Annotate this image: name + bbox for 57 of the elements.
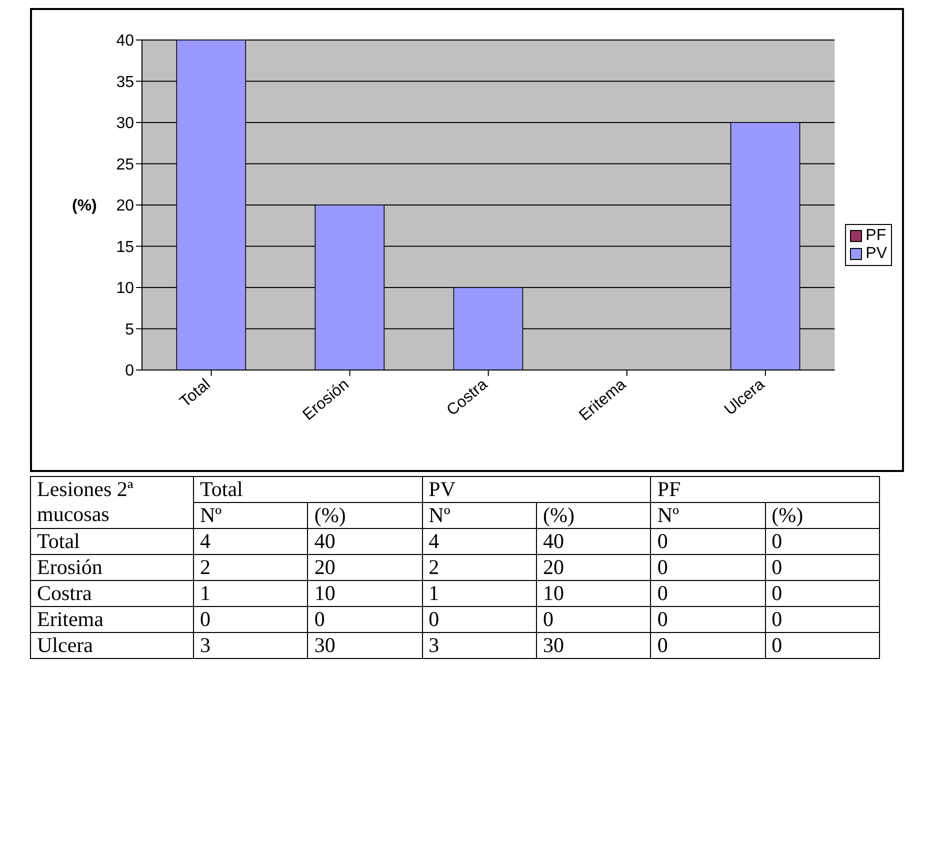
y-tick-label: 40 [116,32,134,50]
text: Lesiones 2ª mucosas [30,476,194,528]
data-label: 2 [194,554,308,580]
legend-label: PV [866,245,887,263]
data-label: 0 [650,606,766,632]
data-label: 4 [194,528,308,554]
category-label: Ulcera [30,632,194,658]
data-label: 0 [194,606,308,632]
data-label: 10 [536,580,651,606]
text: PF [650,476,880,502]
data-label: 3 [194,632,308,658]
data-label: 0 [765,554,880,580]
data-label: 0 [765,580,880,606]
text: Nº [194,502,308,528]
category-label: Erosión [30,554,194,580]
data-label: 3 [422,632,536,658]
data-label: 0 [650,632,766,658]
data-label: 0 [650,528,766,554]
data-label: 20 [536,554,651,580]
text: (%) [308,502,422,528]
data-label: 30 [536,632,651,658]
text: Nº [428,503,450,527]
data-label: 0 [650,554,766,580]
data-label: 30 [308,632,422,658]
category-label: Eritema [30,606,194,632]
text: PV [422,476,651,502]
text: Total [194,476,422,502]
y-tick-label: 10 [116,280,134,298]
y-tick-label: 5 [125,321,134,338]
data-label: 0 [765,606,880,632]
y-tick-label: 15 [116,238,134,256]
data-label: 2 [422,554,536,580]
y-tick-label: 35 [116,74,134,91]
category-label: Total [30,528,194,554]
data-label: 20 [308,554,422,580]
data-label: 0 [308,606,422,632]
legend-label: PF [866,227,886,245]
y-axis-title: (%) [72,198,97,215]
y-tick-label: 20 [116,198,134,215]
data-label: 0 [422,606,536,632]
data-label: 0 [650,580,766,606]
data-label: 1 [422,580,536,606]
data-label: 0 [765,528,880,554]
text: (%) [772,503,804,527]
data-label: 10 [308,580,422,606]
category-label: Costra [30,580,194,606]
text: (%) [542,503,574,527]
y-tick-label: 30 [116,115,134,132]
data-label: 1 [194,580,308,606]
data-label: 40 [536,528,651,554]
data-label: 4 [422,528,536,554]
y-tick-label: 25 [116,156,134,174]
y-tick-label: 0 [125,362,134,380]
text: Nº [657,503,679,527]
data-label: 0 [765,632,880,658]
data-label: 0 [536,606,651,632]
data-label: 40 [308,528,422,554]
